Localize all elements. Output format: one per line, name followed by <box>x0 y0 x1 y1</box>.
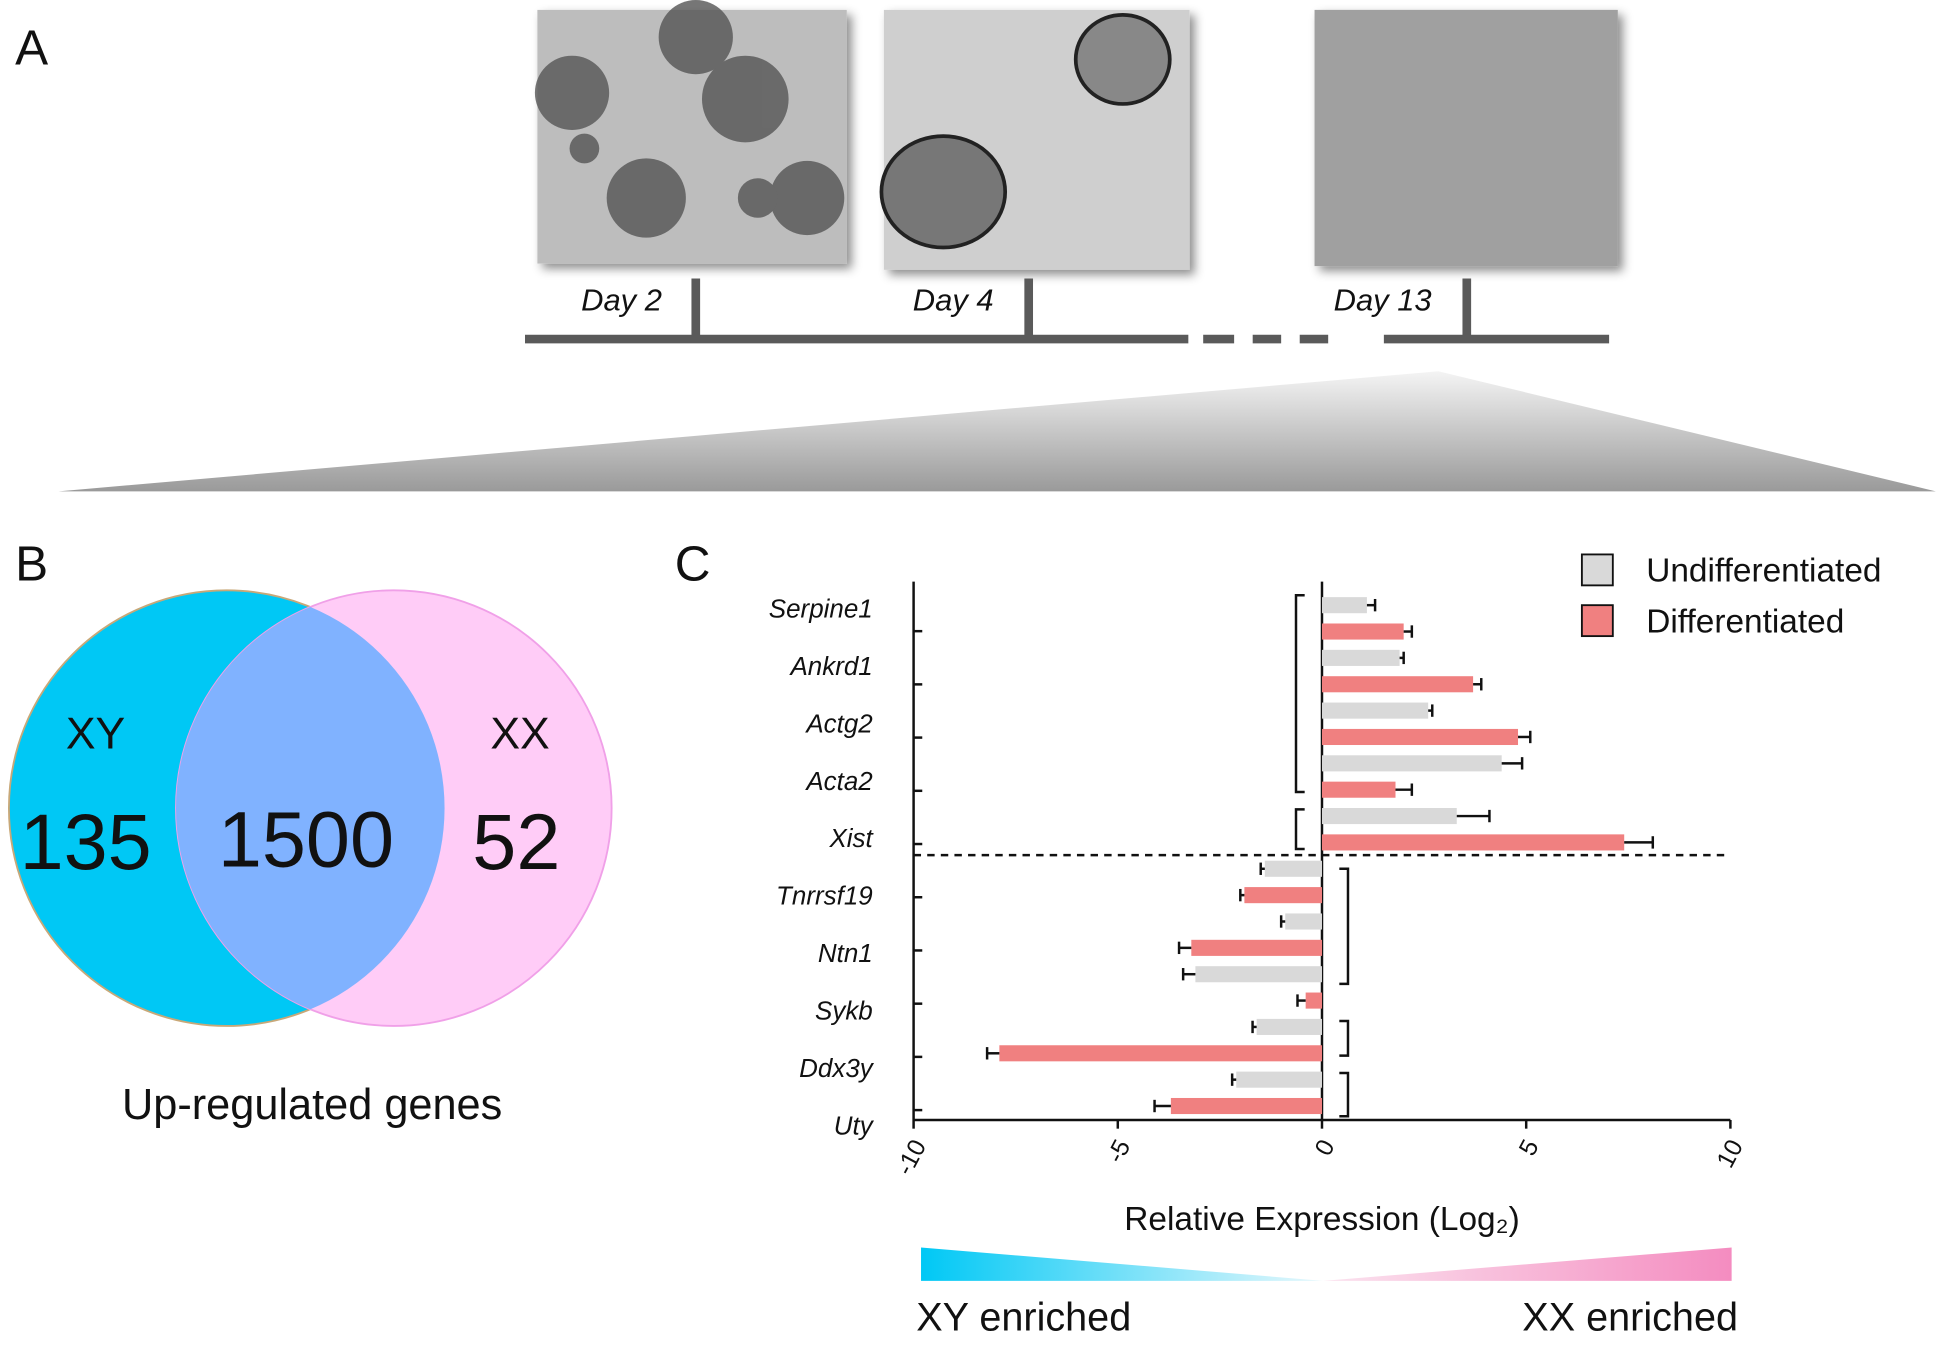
set-name: XX <box>490 710 549 759</box>
legend-label: Differentiated <box>1646 603 1844 640</box>
category-label: Ntn1 <box>818 938 873 968</box>
x-tick-label: -10 <box>891 1135 932 1179</box>
annotation: XX enriched <box>1522 1295 1738 1339</box>
bar <box>1321 755 1502 772</box>
error-bar <box>1259 862 1265 875</box>
error-bar <box>1296 994 1306 1007</box>
set-count: 135 <box>20 797 152 886</box>
category-label: Actg2 <box>804 708 873 738</box>
x-tick-label: -5 <box>1102 1135 1136 1167</box>
x-tick-label: 10 <box>1712 1135 1749 1172</box>
bar <box>1236 1071 1322 1088</box>
error-bar <box>1239 888 1245 902</box>
annotation: XY enriched <box>916 1295 1131 1339</box>
panel-label: C <box>675 536 711 591</box>
micrographs <box>534 0 1618 270</box>
category-label: Tnrrsf19 <box>776 881 873 911</box>
bar <box>1305 992 1322 1009</box>
error-bar <box>1473 678 1483 691</box>
error-bar <box>1403 625 1414 638</box>
gradient-xy <box>921 1247 1324 1281</box>
x-axis-label: Relative Expression (Log₂) <box>1124 1201 1519 1238</box>
error-bar <box>1181 968 1196 981</box>
error-bar <box>1279 915 1286 928</box>
bar <box>999 1045 1322 1062</box>
set-name: XY <box>66 710 125 759</box>
set-count: 1500 <box>218 794 394 883</box>
panel-label: B <box>15 536 48 591</box>
bar <box>1321 702 1429 719</box>
error-bar <box>1153 1099 1171 1113</box>
error-bar <box>1624 836 1655 849</box>
venn-intersection <box>176 590 445 1026</box>
bar <box>1256 1018 1322 1035</box>
category-label: Uty <box>834 1110 875 1140</box>
day-label: Day 2 <box>581 283 662 318</box>
timeline <box>525 278 1610 344</box>
bar-chart: -10 -5 0 5 10 Serpine1 Ankrd1 Actg2 Acta2 Xist Tnr… <box>769 553 1882 1340</box>
legend-label: Undifferentiated <box>1646 553 1881 590</box>
error-bar <box>1456 809 1491 823</box>
bar <box>1195 966 1322 983</box>
bar <box>1321 728 1519 746</box>
day-label: Day 13 <box>1334 283 1432 318</box>
bar <box>1191 939 1322 956</box>
day-label: Day 4 <box>913 283 994 318</box>
bar <box>1321 597 1367 614</box>
venn-diagram: XY XX 135 1500 52 Up-regulated genes <box>8 589 613 1129</box>
category-label: Ddx3y <box>799 1053 875 1083</box>
error-bar <box>1501 757 1524 770</box>
category-label: Sykb <box>815 996 873 1026</box>
category-label: Acta2 <box>804 766 873 796</box>
error-bar <box>1251 1020 1257 1034</box>
error-bar <box>1399 651 1405 665</box>
bar <box>1321 808 1457 825</box>
bar <box>1285 913 1322 930</box>
bar <box>1170 1097 1322 1115</box>
category-label: Serpine1 <box>769 594 873 624</box>
error-bar <box>1366 598 1377 612</box>
bar <box>1321 834 1625 851</box>
error-bar <box>1518 730 1532 744</box>
error-bar <box>1177 941 1192 955</box>
bar <box>1321 781 1396 798</box>
bar <box>1321 676 1474 693</box>
brackets <box>1294 594 1350 1118</box>
set-count: 52 <box>472 797 560 886</box>
zoom-cone <box>58 371 1936 492</box>
bar <box>1264 860 1322 877</box>
error-bar <box>1230 1073 1237 1086</box>
panel-label: A <box>15 20 48 75</box>
legend-swatch <box>1580 553 1614 587</box>
bar <box>1321 649 1400 666</box>
gradient-xx <box>1323 1247 1732 1281</box>
x-tick-label: 5 <box>1514 1135 1544 1160</box>
error-bar <box>1428 704 1434 717</box>
bar <box>1244 887 1322 904</box>
x-tick-label: 0 <box>1310 1135 1340 1160</box>
category-label: Xist <box>828 823 874 853</box>
error-bar <box>985 1047 1000 1060</box>
category-label: Ankrd1 <box>788 651 872 681</box>
legend-swatch <box>1580 604 1614 638</box>
error-bar <box>1395 783 1414 796</box>
bar <box>1321 623 1404 640</box>
venn-caption: Up-regulated genes <box>122 1081 502 1129</box>
